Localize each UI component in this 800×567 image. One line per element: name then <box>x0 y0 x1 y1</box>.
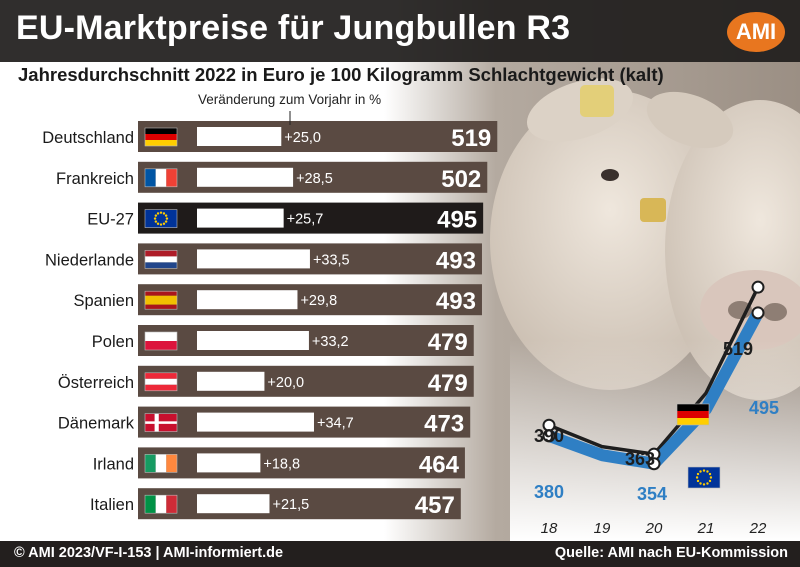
de-flag-icon <box>676 403 710 426</box>
fr-flag-icon <box>144 168 178 188</box>
value-bar <box>138 284 482 316</box>
change-bar <box>197 290 298 310</box>
value-label: 479 <box>428 329 468 356</box>
de-flag-icon <box>144 127 178 147</box>
value-label: 457 <box>415 492 455 519</box>
change-bar <box>197 494 270 514</box>
change-bar <box>197 208 284 228</box>
value-label: 479 <box>428 370 468 397</box>
es-flag-icon <box>144 290 178 310</box>
point-label: 390 <box>534 426 564 446</box>
eu-flag-icon <box>144 209 178 228</box>
category-label: Spanien <box>73 292 134 310</box>
data-point <box>542 429 556 443</box>
value-bar <box>138 161 488 193</box>
change-bar <box>197 249 310 269</box>
change-label: +20,0 <box>267 375 304 391</box>
change-bar <box>197 412 314 432</box>
title-bar: EU-Marktpreise für Jungbullen R3 AMI <box>0 0 800 62</box>
value-label: 473 <box>424 411 464 438</box>
value-label: 495 <box>437 207 477 234</box>
change-label: Veränderung zum Vorjahr in % <box>198 92 382 107</box>
value-label: 464 <box>419 451 460 478</box>
line-chart: 18 19 20 21 22 390 363 519 380 354 495 <box>534 280 779 537</box>
series-eu <box>543 306 764 470</box>
value-bar <box>138 243 482 275</box>
footer-copyright: © AMI 2023/VF-I-153 | AMI-informiert.de <box>14 545 284 561</box>
page-title: EU-Marktpreise für Jungbullen R3 <box>16 9 571 47</box>
value-bar <box>138 447 465 479</box>
at-flag-icon <box>144 372 178 392</box>
point-label: 495 <box>749 398 779 418</box>
series-points-eu <box>542 306 765 471</box>
data-point <box>647 457 661 471</box>
series-line <box>543 306 764 470</box>
point-label: 380 <box>534 482 564 502</box>
category-label: Polen <box>92 333 134 351</box>
point-label: 354 <box>637 484 667 504</box>
change-label: +25,7 <box>287 212 324 228</box>
x-tick-label: 18 <box>541 520 558 537</box>
category-label: Dänemark <box>58 415 135 433</box>
value-bar <box>138 488 461 520</box>
value-label: 519 <box>451 125 491 152</box>
x-tick-label: 20 <box>645 520 663 537</box>
category-label: Niederlande <box>45 251 134 269</box>
category-label: Deutschland <box>42 129 134 147</box>
bar-row: +18,8 464 Irland <box>93 447 465 479</box>
x-tick-label: 22 <box>749 520 767 537</box>
chart-subtitle: Jahresdurchschnitt 2022 in Euro je 100 K… <box>18 64 664 85</box>
bar-row: +33,2 479 Polen <box>92 325 474 356</box>
change-bar <box>197 127 282 146</box>
bar-row: +20,0 479 Österreich <box>58 365 474 397</box>
ami-logo: AMI <box>727 12 785 52</box>
value-bar <box>138 202 484 234</box>
bar-row: +25,7 495 EU-27 <box>87 202 484 234</box>
change-label: +28,5 <box>296 171 333 187</box>
footer-source: Quelle: AMI nach EU-Kommission <box>554 545 788 561</box>
it-flag-icon <box>144 494 178 514</box>
change-bar <box>197 167 294 187</box>
value-bar <box>138 365 474 397</box>
point-label: 519 <box>723 339 753 359</box>
bar-row: +29,8 493 Spanien <box>73 284 482 316</box>
nl-flag-icon <box>144 250 178 269</box>
change-bar <box>197 371 265 391</box>
dk-flag-icon <box>144 413 178 432</box>
change-label: +34,7 <box>317 416 354 432</box>
eu-flag-icon <box>687 466 721 489</box>
change-label: +25,0 <box>284 130 321 146</box>
ie-flag-icon <box>144 454 178 473</box>
bar-row: +33,5 493 Niederlande <box>45 243 482 275</box>
data-point <box>751 306 765 320</box>
value-label: 493 <box>436 288 476 315</box>
value-label: 502 <box>441 166 481 193</box>
point-label: 363 <box>625 449 655 469</box>
category-label: Italien <box>90 496 134 514</box>
footer-bar: © AMI 2023/VF-I-153 | AMI-informiert.de … <box>0 541 800 567</box>
category-label: Irland <box>93 455 134 473</box>
change-label: +18,8 <box>263 456 300 472</box>
pl-flag-icon <box>144 331 178 351</box>
data-point <box>751 280 765 294</box>
category-label: Österreich <box>58 374 134 392</box>
x-tick-label: 19 <box>594 520 611 537</box>
change-label: +33,2 <box>312 334 349 350</box>
change-bar <box>197 331 309 350</box>
x-tick-label: 21 <box>697 520 715 537</box>
value-label: 493 <box>436 247 476 274</box>
bar-row: +21,5 457 Italien <box>90 488 461 520</box>
bar-row: +25,0 519 Deutschland <box>42 121 498 152</box>
category-label: EU-27 <box>87 211 134 229</box>
change-label: +21,5 <box>272 497 309 513</box>
category-label: Frankreich <box>56 170 134 188</box>
bar-row: +34,7 473 Dänemark <box>58 406 471 438</box>
change-label: +33,5 <box>313 252 350 268</box>
change-bar <box>197 453 261 473</box>
bar-row: +28,5 502 Frankreich <box>56 161 488 193</box>
bar-chart: +25,0 519 Deutschland +28,5 502 Frankreich +25… <box>42 111 498 520</box>
change-label: +29,8 <box>300 293 337 309</box>
